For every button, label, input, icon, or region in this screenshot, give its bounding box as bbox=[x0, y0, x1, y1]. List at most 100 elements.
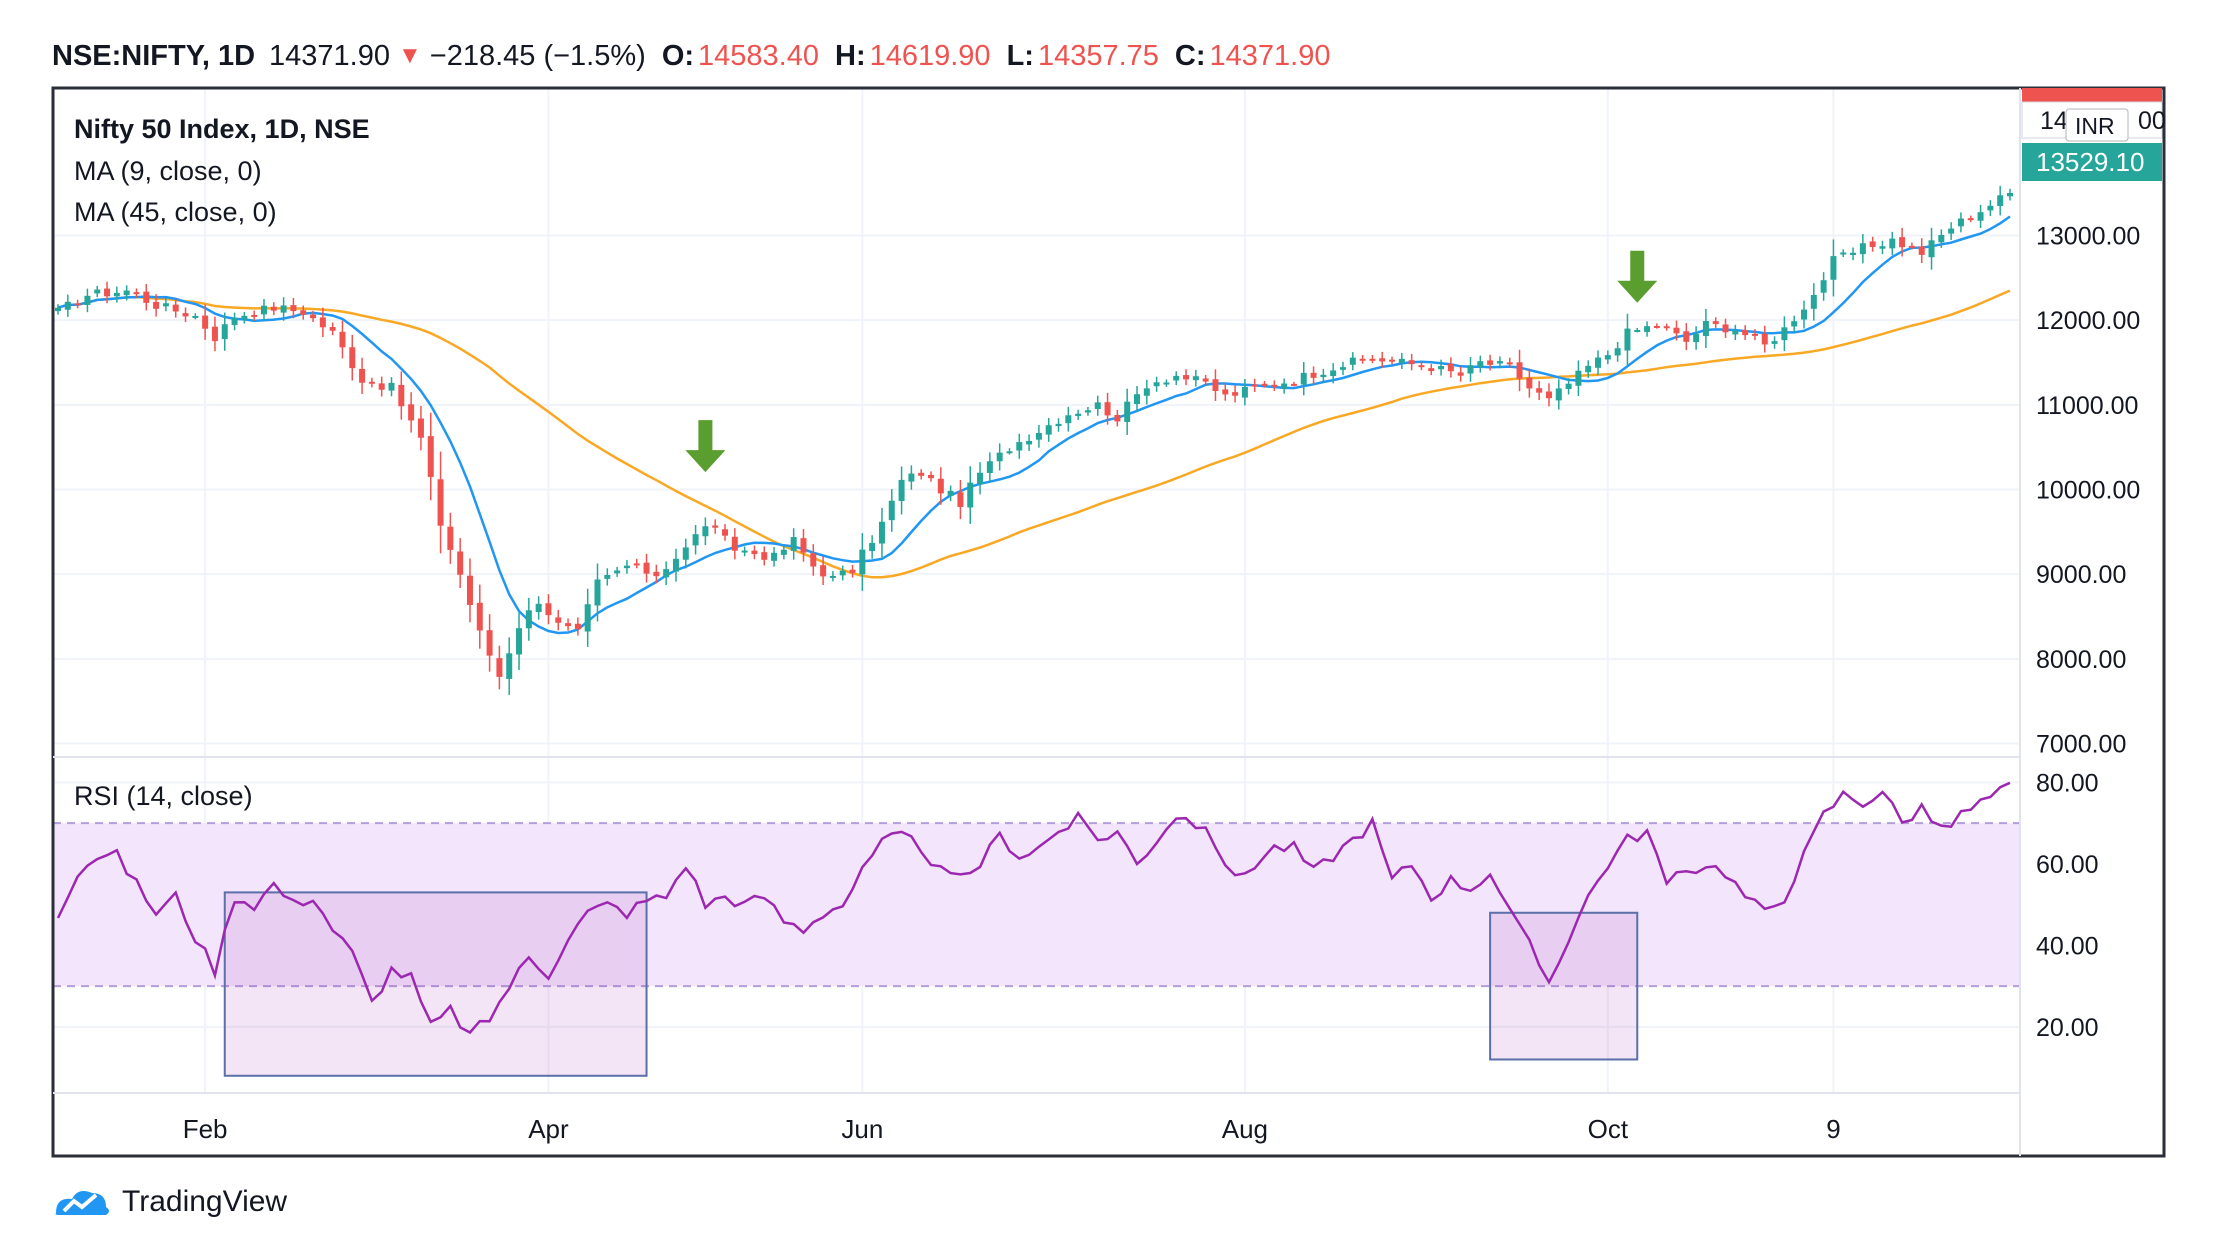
candle[interactable] bbox=[1850, 247, 1857, 261]
candle[interactable] bbox=[1830, 239, 1837, 297]
candle[interactable] bbox=[1683, 323, 1690, 350]
candle[interactable] bbox=[555, 609, 562, 631]
candle[interactable] bbox=[1653, 323, 1660, 329]
candle[interactable] bbox=[888, 489, 895, 532]
candle[interactable] bbox=[1810, 283, 1817, 321]
candle[interactable] bbox=[290, 297, 297, 319]
candle[interactable] bbox=[192, 313, 199, 320]
candle[interactable] bbox=[712, 519, 719, 534]
candle[interactable] bbox=[94, 285, 101, 298]
rsi-highlight-box[interactable] bbox=[1489, 911, 1639, 1061]
candle[interactable] bbox=[800, 529, 807, 562]
time-tick-label[interactable]: Jun bbox=[841, 1114, 883, 1144]
candle[interactable] bbox=[1222, 383, 1229, 401]
candle[interactable] bbox=[408, 392, 415, 433]
candle[interactable] bbox=[1016, 433, 1023, 459]
candle[interactable] bbox=[1359, 354, 1366, 364]
candle[interactable] bbox=[300, 305, 307, 320]
candle[interactable] bbox=[437, 451, 444, 554]
candle[interactable] bbox=[1467, 356, 1474, 382]
candle[interactable] bbox=[751, 545, 758, 560]
candle[interactable] bbox=[1447, 357, 1454, 378]
candle[interactable] bbox=[839, 565, 846, 581]
candle[interactable] bbox=[849, 565, 856, 578]
candle[interactable] bbox=[1801, 300, 1808, 329]
candle[interactable] bbox=[1349, 352, 1356, 371]
candle[interactable] bbox=[1545, 383, 1552, 407]
candle[interactable] bbox=[1379, 351, 1386, 368]
candle[interactable] bbox=[810, 544, 817, 576]
candle[interactable] bbox=[447, 512, 454, 564]
candle[interactable] bbox=[986, 452, 993, 482]
candle[interactable] bbox=[1614, 341, 1621, 362]
candle[interactable] bbox=[1820, 272, 1827, 301]
candle[interactable] bbox=[584, 588, 591, 647]
candle[interactable] bbox=[172, 298, 179, 318]
candle[interactable] bbox=[1330, 363, 1337, 384]
candle[interactable] bbox=[113, 286, 120, 303]
candle[interactable] bbox=[1732, 324, 1739, 341]
candle[interactable] bbox=[486, 614, 493, 672]
candle[interactable] bbox=[1957, 212, 1964, 233]
candle[interactable] bbox=[1232, 385, 1239, 403]
legend-title[interactable]: Nifty 50 Index, 1D, NSE bbox=[74, 114, 370, 144]
candle[interactable] bbox=[869, 535, 876, 559]
candle[interactable] bbox=[1251, 378, 1258, 392]
legend-rsi[interactable]: RSI (14, close) bbox=[74, 781, 253, 811]
candle[interactable] bbox=[1879, 240, 1886, 255]
candle[interactable] bbox=[1791, 315, 1798, 332]
candle[interactable] bbox=[1536, 380, 1543, 400]
candle[interactable] bbox=[133, 288, 140, 298]
candle[interactable] bbox=[1133, 386, 1140, 413]
candle[interactable] bbox=[388, 377, 395, 397]
candle[interactable] bbox=[1290, 381, 1297, 387]
candle[interactable] bbox=[359, 357, 366, 394]
candle[interactable] bbox=[771, 546, 778, 567]
candle[interactable] bbox=[829, 571, 836, 582]
candle[interactable] bbox=[1408, 353, 1415, 371]
candle[interactable] bbox=[260, 298, 267, 322]
candle[interactable] bbox=[398, 371, 405, 420]
candle[interactable] bbox=[1006, 448, 1013, 455]
candle[interactable] bbox=[1369, 355, 1376, 364]
candle[interactable] bbox=[1094, 395, 1101, 416]
candle[interactable] bbox=[977, 462, 984, 495]
candle[interactable] bbox=[1997, 185, 2004, 216]
candle[interactable] bbox=[1065, 406, 1072, 432]
candle[interactable] bbox=[937, 467, 944, 505]
candle[interactable] bbox=[496, 645, 503, 690]
candle[interactable] bbox=[270, 302, 277, 316]
candle[interactable] bbox=[104, 281, 111, 304]
candle[interactable] bbox=[1212, 369, 1219, 401]
candle[interactable] bbox=[1624, 313, 1631, 366]
candle[interactable] bbox=[378, 376, 385, 397]
candle[interactable] bbox=[1869, 236, 1876, 252]
candle[interactable] bbox=[633, 558, 640, 569]
candle[interactable] bbox=[1761, 325, 1768, 353]
candle[interactable] bbox=[1516, 349, 1523, 392]
candle[interactable] bbox=[643, 553, 650, 583]
candle[interactable] bbox=[565, 618, 572, 631]
candle[interactable] bbox=[1084, 407, 1091, 416]
candle[interactable] bbox=[182, 307, 189, 323]
candle[interactable] bbox=[1477, 355, 1484, 373]
candle[interactable] bbox=[1163, 379, 1170, 387]
candle[interactable] bbox=[947, 485, 954, 502]
candle[interactable] bbox=[74, 299, 81, 309]
candle[interactable] bbox=[1908, 242, 1915, 250]
candle[interactable] bbox=[1840, 249, 1847, 258]
candle[interactable] bbox=[1418, 361, 1425, 371]
candle[interactable] bbox=[1565, 378, 1572, 395]
candle[interactable] bbox=[908, 465, 915, 490]
candle[interactable] bbox=[1457, 366, 1464, 382]
candle[interactable] bbox=[251, 310, 258, 321]
candle[interactable] bbox=[1712, 317, 1719, 328]
candle[interactable] bbox=[1035, 424, 1042, 448]
candle[interactable] bbox=[790, 528, 797, 560]
candle[interactable] bbox=[1271, 380, 1278, 391]
candle[interactable] bbox=[1899, 227, 1906, 257]
candle[interactable] bbox=[604, 568, 611, 586]
candle[interactable] bbox=[692, 525, 699, 555]
candle[interactable] bbox=[1506, 357, 1513, 369]
